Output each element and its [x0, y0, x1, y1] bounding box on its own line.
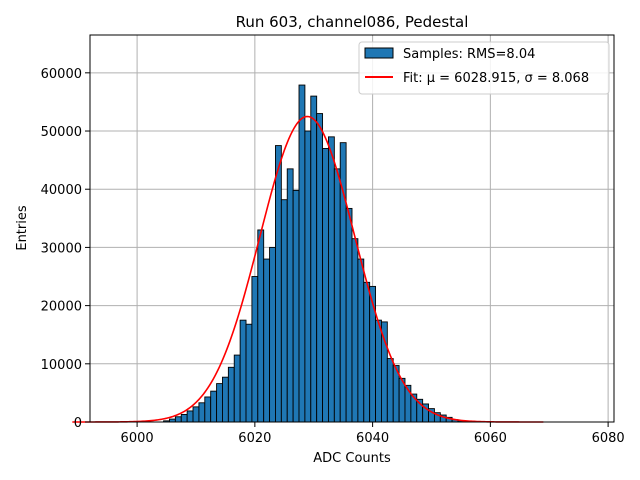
histogram-bar — [351, 238, 359, 423]
x-tick-label: 6040 — [356, 431, 389, 446]
histogram-bar — [345, 207, 353, 423]
histogram-bar — [204, 396, 212, 423]
histogram-bar — [192, 406, 200, 423]
histogram-bar — [180, 413, 188, 423]
histogram-bar — [280, 199, 288, 423]
histogram-bar — [386, 358, 394, 423]
histogram-bar — [357, 258, 365, 423]
histogram-bar — [210, 390, 218, 423]
histogram-bar — [174, 416, 182, 423]
y-axis-label: Entries — [15, 205, 30, 251]
y-tick-label: 0 — [74, 416, 82, 431]
legend-label-fit: Fit: μ = 6028.915, σ = 8.068 — [403, 71, 589, 86]
y-axis-ticks: 0 10000 20000 30000 40000 50000 60000 — [41, 67, 90, 431]
histogram-bar — [369, 285, 377, 423]
histogram-bar — [216, 383, 223, 423]
histogram-bar — [227, 366, 235, 423]
plot-frame — [89, 34, 615, 423]
histogram-bar — [275, 145, 282, 423]
x-tick-label: 6080 — [592, 431, 625, 446]
chart-title: Run 603, channel086, Pedestal — [236, 13, 469, 31]
histogram-bar — [239, 319, 247, 423]
y-tick-label: 60000 — [41, 67, 82, 82]
histogram-bar — [375, 319, 382, 423]
histogram-bar — [310, 95, 318, 423]
legend: Samples: RMS=8.04 Fit: μ = 6028.915, σ =… — [358, 41, 610, 95]
legend-swatch-samples — [364, 47, 394, 59]
histogram-bar — [380, 321, 388, 423]
histogram-bar — [298, 84, 306, 423]
histogram-bar — [292, 189, 300, 423]
histogram-bar — [304, 130, 312, 423]
histogram-bar — [233, 354, 241, 423]
x-tick-label: 6020 — [238, 431, 271, 446]
y-tick-label: 40000 — [41, 183, 82, 198]
histogram-bar — [316, 113, 324, 423]
y-tick-label: 50000 — [41, 125, 82, 140]
x-tick-label: 6000 — [121, 431, 154, 446]
legend-box — [358, 41, 610, 95]
x-tick-label: 6060 — [474, 431, 507, 446]
histogram-bar — [222, 376, 229, 423]
x-axis-label: ADC Counts — [313, 451, 391, 466]
histogram-bar — [327, 136, 335, 423]
y-tick-label: 30000 — [41, 241, 82, 256]
histogram-bar — [245, 323, 253, 423]
histogram-bar — [198, 402, 206, 423]
histogram-bar — [257, 229, 265, 423]
histogram-bar — [251, 276, 259, 423]
histogram-bar — [322, 148, 329, 423]
y-tick-label: 20000 — [41, 300, 82, 315]
histogram-bar — [186, 410, 194, 423]
histogram-bar — [263, 258, 271, 423]
histogram-bar — [269, 246, 276, 423]
fit-curve — [72, 115, 544, 423]
x-axis-ticks: 6000 6020 6040 6060 6080 — [121, 422, 625, 446]
histogram-bar — [286, 168, 294, 423]
histogram-bar — [333, 168, 341, 423]
histogram-bar — [363, 281, 371, 423]
legend-label-samples: Samples: RMS=8.04 — [403, 47, 535, 62]
y-tick-label: 10000 — [41, 358, 82, 373]
